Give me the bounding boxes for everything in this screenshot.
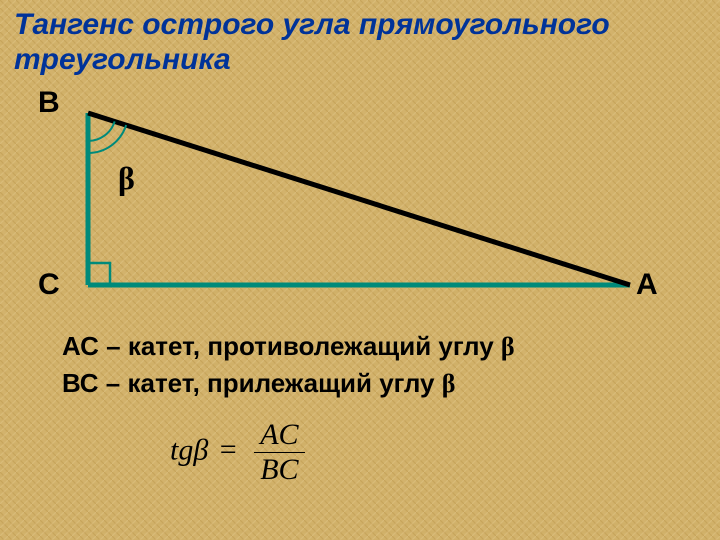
beta-symbol: β [442,369,456,398]
vertex-label-a: А [636,268,658,302]
formula-fraction: AC BC [254,418,304,487]
page-title: Тангенс острого угла прямоугольного треу… [0,0,720,77]
angle-beta-label: β [118,160,135,197]
legend-line-2-text: ВС – катет, прилежащий углу [62,368,442,398]
formula-denominator: BC [254,452,304,487]
vertex-label-b: В [38,86,60,120]
beta-symbol: β [501,332,515,361]
legend-line-1-text: АС – катет, противолежащий углу [62,331,501,361]
legend-line-1: АС – катет, противолежащий углу β [62,328,515,365]
legend-line-2: ВС – катет, прилежащий углу β [62,365,515,402]
legend-block: АС – катет, противолежащий углу β ВС – к… [62,328,515,402]
triangle-diagram [40,95,660,315]
formula-eq: = [220,433,237,466]
vertex-label-c: С [38,268,60,302]
formula: tgβ = AC BC [170,418,305,487]
formula-numerator: AC [254,418,304,452]
formula-lhs: tgβ [170,433,208,466]
